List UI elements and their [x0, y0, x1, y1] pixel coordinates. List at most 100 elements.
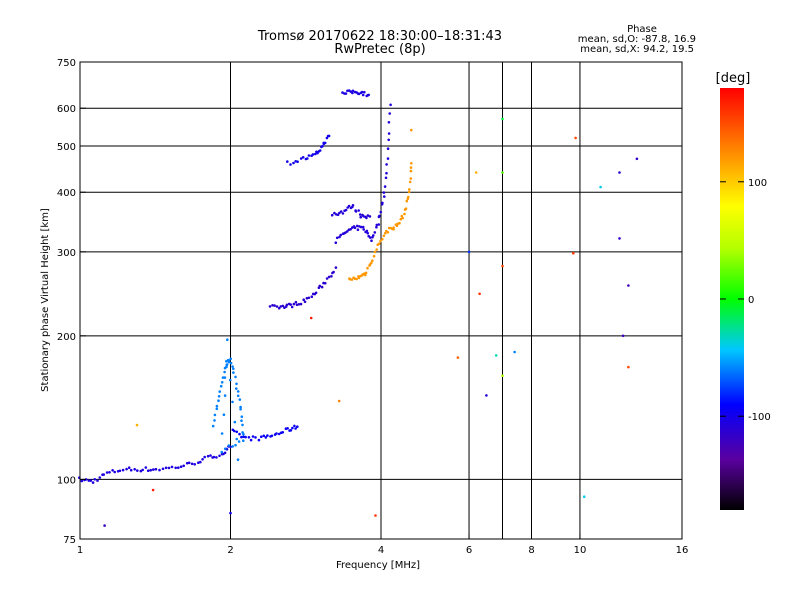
data-point — [409, 166, 413, 169]
data-point — [185, 461, 189, 465]
data-point — [271, 304, 274, 307]
data-point — [249, 438, 253, 442]
data-point — [378, 242, 381, 245]
data-point — [275, 305, 279, 308]
data-point — [379, 210, 383, 214]
data-point — [286, 427, 289, 430]
data-point — [350, 278, 354, 281]
x-axis-label: Frequency [MHz] — [336, 560, 420, 571]
data-point — [213, 413, 217, 417]
data-point — [355, 224, 359, 228]
y-tick-label: 600 — [57, 104, 76, 115]
data-point — [197, 461, 200, 465]
data-point — [170, 465, 174, 469]
data-point — [311, 153, 315, 156]
isolated-point — [374, 514, 377, 517]
data-point — [231, 400, 234, 404]
data-point — [382, 191, 386, 194]
y-tick-label: 200 — [57, 332, 76, 343]
data-point — [388, 112, 392, 115]
data-point — [386, 157, 390, 160]
data-point — [409, 177, 413, 180]
data-point — [239, 407, 242, 411]
data-point — [222, 413, 226, 417]
data-point — [379, 239, 382, 243]
data-point — [409, 169, 413, 173]
data-point — [96, 479, 99, 482]
data-point — [218, 390, 221, 393]
data-point — [307, 154, 311, 157]
data-point — [371, 259, 374, 263]
data-point — [365, 216, 368, 220]
data-point — [212, 455, 216, 459]
colorbar: [deg] 100 0 -100 — [716, 71, 771, 510]
data-point — [227, 444, 231, 447]
y-tick-label: 500 — [57, 142, 76, 153]
data-point — [301, 156, 305, 159]
data-point — [360, 225, 363, 229]
data-point — [201, 458, 204, 461]
data-point — [399, 217, 403, 221]
data-point — [290, 305, 294, 309]
data-point — [105, 471, 109, 474]
data-point — [292, 302, 296, 306]
data-point — [281, 304, 285, 308]
data-point — [251, 435, 255, 438]
data-point — [408, 180, 412, 184]
data-point — [385, 171, 388, 175]
data-point — [227, 360, 231, 364]
x-tick-label: 2 — [227, 545, 233, 556]
data-point — [98, 476, 102, 479]
data-point — [407, 195, 410, 199]
data-point — [359, 215, 363, 219]
data-point — [314, 291, 318, 295]
data-point — [306, 157, 309, 160]
data-point — [125, 467, 128, 471]
isolated-point — [135, 423, 139, 427]
data-point — [334, 266, 338, 269]
data-point — [336, 213, 340, 217]
isolated-point — [627, 284, 630, 287]
data-point — [268, 305, 272, 308]
data-point — [334, 241, 338, 244]
data-point — [389, 103, 392, 107]
isolated-point — [621, 334, 625, 338]
data-point — [206, 454, 210, 458]
data-point — [279, 305, 283, 308]
data-point — [387, 132, 391, 135]
data-point — [286, 160, 289, 163]
data-point — [338, 211, 341, 215]
data-point — [314, 152, 317, 156]
data-point — [127, 466, 131, 470]
y-tick-label: 400 — [57, 188, 76, 199]
isolated-point — [474, 171, 478, 174]
data-point — [154, 467, 158, 471]
x-tick-label: 6 — [466, 545, 472, 556]
data-point — [347, 204, 351, 208]
data-point — [80, 479, 84, 483]
chart-title: Tromsø 20170622 18:30:00–18:31:43 — [257, 29, 502, 44]
data-point — [229, 357, 232, 361]
colorbar-label: [deg] — [716, 71, 751, 86]
data-point — [310, 295, 314, 299]
data-point — [404, 207, 408, 210]
data-point — [364, 271, 368, 275]
data-point — [275, 432, 278, 435]
y-tick-label: 750 — [57, 58, 76, 69]
isolated-point — [501, 264, 504, 268]
data-point — [89, 479, 93, 482]
data-point — [164, 466, 168, 470]
data-point — [215, 456, 218, 459]
data-point — [358, 213, 362, 216]
data-point — [235, 382, 238, 386]
data-point — [242, 432, 245, 436]
data-point — [240, 435, 243, 439]
data-point — [277, 432, 281, 436]
data-point — [223, 376, 227, 379]
data-point — [385, 163, 388, 166]
data-point — [375, 248, 379, 251]
data-point — [365, 229, 369, 233]
data-point — [332, 270, 335, 274]
data-point — [235, 430, 239, 434]
